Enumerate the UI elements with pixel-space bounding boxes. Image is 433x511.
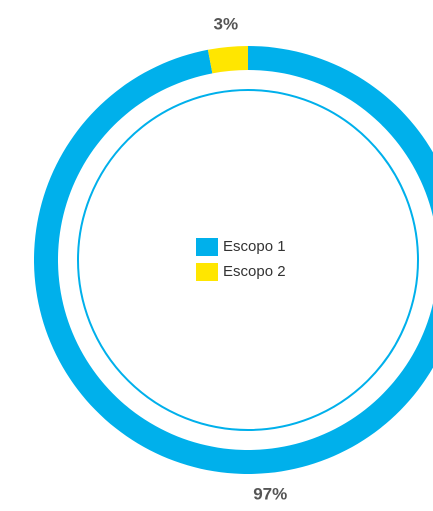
value-label: 97% <box>253 484 287 503</box>
legend-label: Escopo 1 <box>223 238 286 255</box>
inner-ring <box>77 89 419 431</box>
legend-swatch <box>196 238 218 256</box>
donut-segment <box>34 46 433 474</box>
donut-segment <box>207 46 248 74</box>
legend-label: Escopo 2 <box>223 263 286 280</box>
legend-swatch <box>196 263 218 281</box>
value-label: 3% <box>214 15 239 34</box>
